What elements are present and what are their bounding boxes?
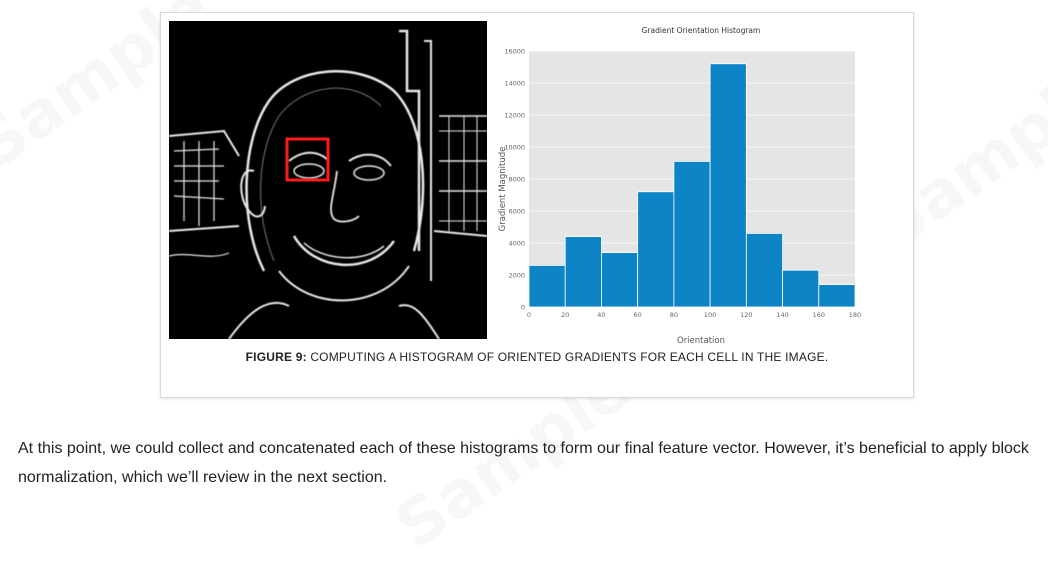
histogram-bar	[601, 252, 639, 308]
y-tick-label: 16000	[504, 48, 525, 56]
x-axis-label: Orientation	[677, 336, 725, 346]
figure: Gradient Orientation Histogram 0 2000 4000…	[160, 12, 914, 398]
x-tick-label: 60	[634, 311, 642, 319]
cell-highlight-box	[285, 137, 330, 182]
y-tick-label: 8000	[508, 176, 525, 184]
figure-label: FIGURE 9:	[245, 350, 307, 364]
figure-caption-text: COMPUTING A HISTOGRAM OF ORIENTED GRADIE…	[306, 350, 829, 364]
y-tick-label: 2000	[508, 272, 525, 280]
histogram-bar	[673, 160, 711, 308]
x-tick-label: 0	[527, 311, 531, 319]
x-tick-label: 40	[597, 311, 605, 319]
orientation-histogram-chart: Gradient Orientation Histogram 0 2000 4000…	[491, 17, 905, 347]
x-tick-label: 180	[849, 311, 861, 319]
y-tick-label: 14000	[504, 80, 525, 88]
y-axis-label: Gradient Magnitude	[498, 147, 508, 232]
histogram-svg: Gradient Orientation Histogram 0 2000 4000…	[498, 26, 861, 346]
x-tick-label: 80	[670, 311, 678, 319]
y-tick-label: 4000	[508, 240, 525, 248]
x-tick-label: 140	[776, 311, 788, 319]
histogram-bar	[782, 269, 820, 308]
x-tick-label: 120	[740, 311, 752, 319]
x-tick-label: 100	[704, 311, 716, 319]
y-tick-label: 10000	[504, 144, 525, 152]
histogram-bar	[528, 264, 566, 308]
histogram-bar	[709, 63, 747, 308]
y-tick-label: 12000	[504, 112, 525, 120]
histogram-bar	[745, 232, 783, 308]
histogram-bar	[818, 284, 856, 308]
x-tick-label: 20	[561, 311, 569, 319]
y-tick-label: 0	[521, 304, 525, 312]
chart-title: Gradient Orientation Histogram	[642, 26, 761, 35]
y-tick-label: 6000	[508, 208, 525, 216]
x-tick-label: 160	[813, 311, 825, 319]
body-paragraph: At this point, we could collect and conc…	[18, 440, 1029, 486]
histogram-bar	[637, 191, 675, 308]
figure-caption: FIGURE 9: COMPUTING A HISTOGRAM OF ORIEN…	[181, 351, 893, 364]
face-edge-image	[169, 21, 487, 339]
histogram-bar	[564, 236, 602, 308]
gradient-magnitude-image	[169, 21, 487, 339]
